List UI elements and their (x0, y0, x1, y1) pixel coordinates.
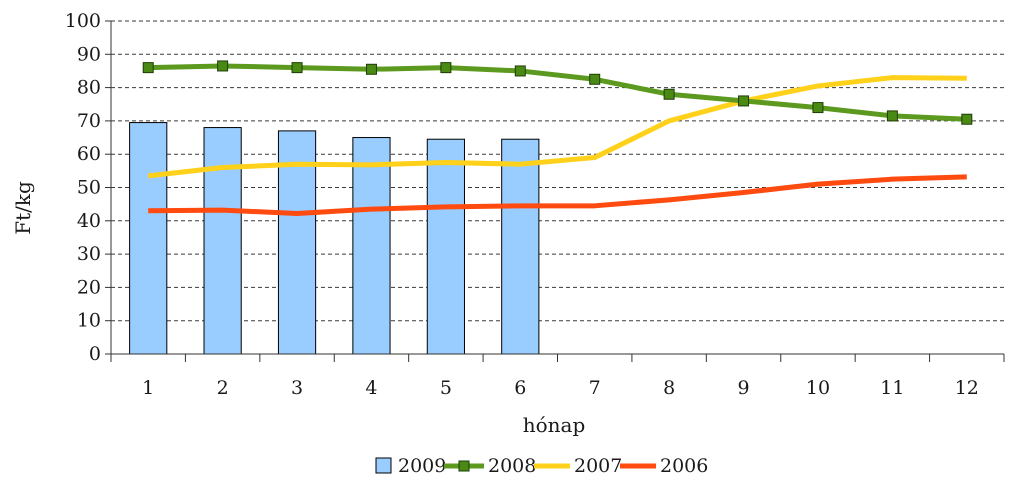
x-tick-labels: 1 2 3 4 5 6 7 8 9 10 11 12 (142, 377, 979, 399)
x-tick-label: 1 (142, 377, 154, 399)
x-tick-label: 8 (663, 377, 675, 399)
marker-2008-3 (291, 62, 303, 74)
bar-2009-5 (426, 138, 465, 355)
marker-2008-1 (142, 62, 154, 74)
bar-2009-6 (501, 138, 540, 355)
y-tick-label: 10 (77, 310, 101, 332)
legend-item-2007: 2007 (534, 455, 622, 477)
x-tick-label: 7 (589, 377, 601, 399)
marker-2008-12 (961, 113, 973, 125)
x-tick-label: 11 (880, 377, 904, 399)
line-2007 (147, 75, 967, 179)
y-tick-label: 90 (77, 43, 101, 65)
bar-2009-1 (129, 122, 168, 355)
marker-2008-5 (440, 62, 452, 74)
line-2008 (148, 63, 967, 122)
marker-2008-11 (886, 110, 898, 122)
marker-2008-10 (812, 102, 824, 114)
marker-2008-6 (514, 65, 526, 77)
y-tick-label: 20 (77, 276, 101, 298)
marker-2008-7 (589, 73, 601, 85)
x-tick-label: 2 (217, 377, 229, 399)
y-tick-label: 0 (89, 343, 101, 365)
legend-label: 2008 (488, 455, 536, 477)
bar-2009-2 (203, 127, 242, 355)
bar-series-2009 (129, 122, 540, 355)
legend-label: 2007 (574, 455, 622, 477)
marker-2008-9 (738, 95, 750, 107)
legend-marker (458, 460, 470, 472)
y-tick-label: 70 (77, 110, 101, 132)
x-tick-label: 6 (514, 377, 526, 399)
legend-item-2006: 2006 (620, 455, 708, 477)
y-tick-labels: 0 10 20 30 40 50 60 70 80 90 100 (65, 10, 101, 365)
legend-label: 2009 (398, 455, 446, 477)
bar-2009-4 (352, 137, 391, 355)
line-2006 (148, 174, 967, 216)
legend-label: 2006 (660, 455, 708, 477)
y-tick-label: 50 (77, 177, 101, 199)
y-tick-label: 100 (65, 10, 101, 32)
axes (105, 20, 1005, 362)
y-tick-label: 60 (77, 143, 101, 165)
line-series (142, 60, 973, 216)
marker-2008-8 (663, 88, 675, 100)
y-tick-label: 40 (77, 210, 101, 232)
bar-2009-3 (277, 130, 317, 355)
x-axis-title: hónap (523, 413, 586, 437)
x-tick-label: 12 (955, 377, 979, 399)
marker-2008-4 (365, 63, 377, 75)
legend-item-2008: 2008 (444, 455, 536, 477)
x-tick-label: 4 (365, 377, 377, 399)
y-tick-label: 80 (77, 77, 101, 99)
y-tick-label: 30 (77, 243, 101, 265)
legend-swatch (375, 457, 392, 474)
x-tick-label: 9 (737, 377, 749, 399)
marker-2008-2 (217, 60, 229, 72)
y-axis-title: Ft/kg (11, 181, 35, 235)
x-tick-label: 3 (291, 377, 303, 399)
legend: 2009 2008 2007 2006 (375, 455, 708, 477)
gridlines (111, 20, 1004, 322)
x-tick-label: 5 (440, 377, 452, 399)
x-tick-label: 10 (806, 377, 830, 399)
legend-item-2009: 2009 (375, 455, 446, 477)
